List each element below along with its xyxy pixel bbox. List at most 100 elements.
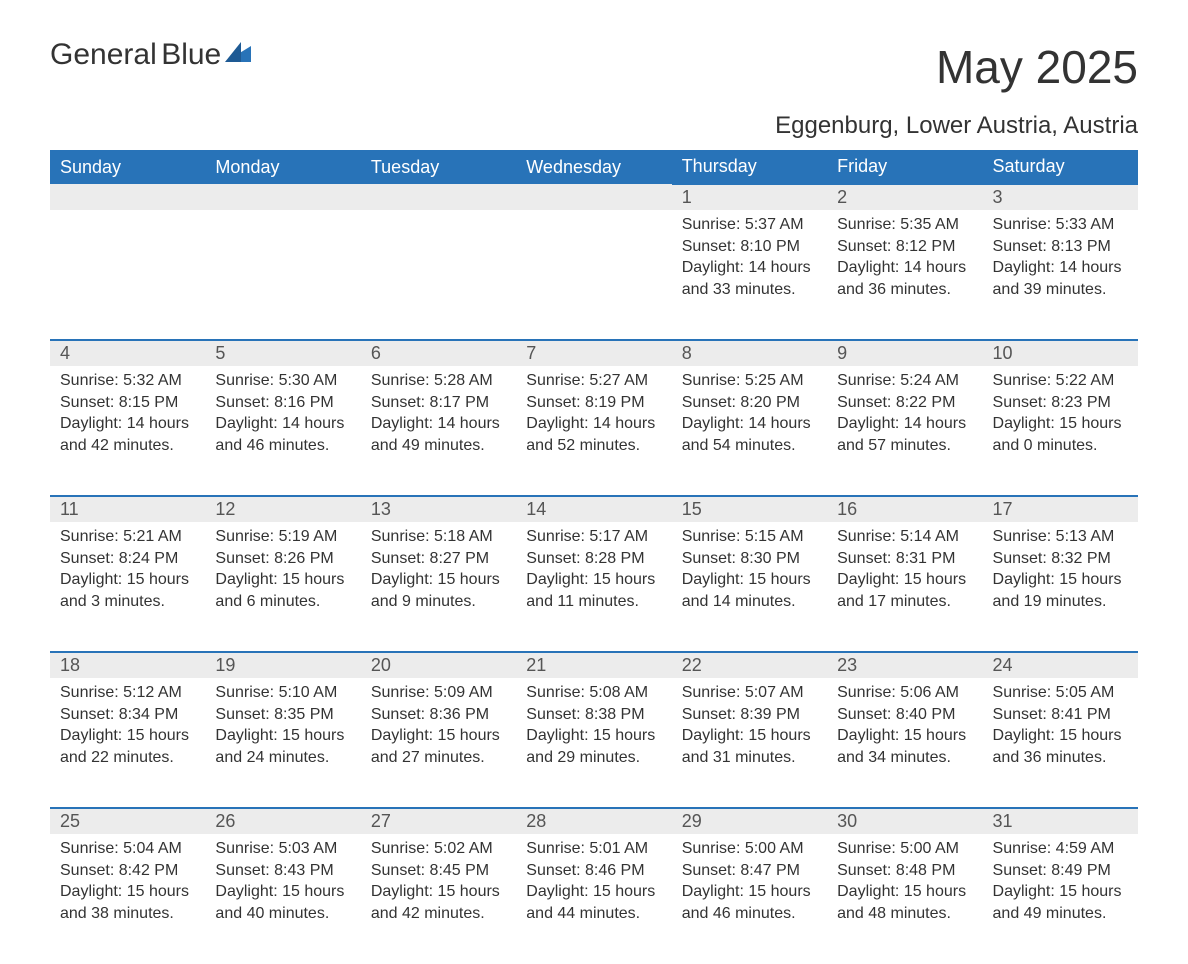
day-number-cell: 25 [50,808,205,834]
weekday-header: Sunday [50,150,205,184]
day-data-cell: Sunrise: 5:22 AMSunset: 8:23 PMDaylight:… [983,366,1138,496]
sunrise-line: Sunrise: 5:05 AM [993,684,1115,701]
sunrise-line: Sunrise: 5:00 AM [837,840,959,857]
day-data-cell: Sunrise: 5:01 AMSunset: 8:46 PMDaylight:… [516,834,671,964]
day-data-cell: Sunrise: 5:07 AMSunset: 8:39 PMDaylight:… [672,678,827,808]
weekday-header: Friday [827,150,982,184]
sunrise-line: Sunrise: 5:17 AM [526,528,648,545]
day-data-cell [516,210,671,340]
logo-word1: General [50,38,157,71]
daylight-line: Daylight: 15 hours and 48 minutes. [837,883,966,922]
daylight-line: Daylight: 15 hours and 44 minutes. [526,883,655,922]
day-number-cell [50,184,205,210]
month-title: May 2025 [775,40,1138,94]
sunrise-line: Sunrise: 5:33 AM [993,216,1115,233]
day-number-cell: 10 [983,340,1138,366]
day-number-cell: 2 [827,184,982,210]
logo-mark-icon [225,40,251,62]
sunset-line: Sunset: 8:28 PM [526,550,644,567]
day-data-cell: Sunrise: 5:13 AMSunset: 8:32 PMDaylight:… [983,522,1138,652]
sunset-line: Sunset: 8:20 PM [682,394,800,411]
sunrise-line: Sunrise: 5:24 AM [837,372,959,389]
day-number-cell: 9 [827,340,982,366]
sunset-line: Sunset: 8:40 PM [837,706,955,723]
day-number-cell: 23 [827,652,982,678]
day-number-cell [361,184,516,210]
day-number-cell: 14 [516,496,671,522]
daylight-line: Daylight: 14 hours and 54 minutes. [682,415,811,454]
day-data-cell: Sunrise: 5:32 AMSunset: 8:15 PMDaylight:… [50,366,205,496]
day-data-cell: Sunrise: 5:17 AM Sunset: 8:28 PM Daylight:… [516,522,671,652]
sunrise-line: Sunrise: 5:10 AM [215,684,337,701]
sunset-line: Sunset: 8:19 PM [526,394,644,411]
daylight-line: Daylight: 14 hours and 52 minutes. [526,415,655,454]
day-number-cell: 7 [516,340,671,366]
daylight-line: Daylight: 14 hours and 36 minutes. [837,259,966,298]
daylight-line: Daylight: 15 hours and 31 minutes. [682,727,811,766]
daylight-line: Daylight: 15 hours and 0 minutes. [993,415,1122,454]
weekday-header: Wednesday [516,150,671,184]
sunrise-line: Sunrise: 5:09 AM [371,684,493,701]
sunrise-line: Sunrise: 5:35 AM [837,216,959,233]
sunrise-line: Sunrise: 5:14 AM [837,528,959,545]
day-number-cell: 5 [205,340,360,366]
day-data-cell: Sunrise: 5:24 AMSunset: 8:22 PMDaylight:… [827,366,982,496]
daylight-line: Daylight: 15 hours and 9 minutes. [371,571,500,610]
daylight-line: Daylight: 15 hours and 46 minutes. [682,883,811,922]
day-data-cell: Sunrise: 5:06 AMSunset: 8:40 PMDaylight:… [827,678,982,808]
day-data-cell: Sunrise: 5:05 AMSunset: 8:41 PMDaylight:… [983,678,1138,808]
daylight-line: Daylight: 14 hours and 46 minutes. [215,415,344,454]
sunrise-line: Sunrise: 5:12 AM [60,684,182,701]
daylight-line: Daylight: 15 hours and 3 minutes. [60,571,189,610]
sunset-line: Sunset: 8:48 PM [837,862,955,879]
location: Eggenburg, Lower Austria, Austria [775,112,1138,140]
sunset-line: Sunset: 8:45 PM [371,862,489,879]
day-data-cell: Sunrise: 5:35 AMSunset: 8:12 PMDaylight:… [827,210,982,340]
daylight-line: Daylight: 14 hours and 57 minutes. [837,415,966,454]
day-number-cell: 4 [50,340,205,366]
sunrise-line: Sunrise: 5:13 AM [993,528,1115,545]
sunrise-line: Sunrise: 5:30 AM [215,372,337,389]
day-data-cell: Sunrise: 5:09 AMSunset: 8:36 PMDaylight:… [361,678,516,808]
sunset-line: Sunset: 8:31 PM [837,550,955,567]
sunrise-line: Sunrise: 5:00 AM [682,840,804,857]
daylight-line: Daylight: 15 hours and 11 minutes. [526,571,655,610]
sunset-line: Sunset: 8:49 PM [993,862,1111,879]
sunrise-line: Sunrise: 5:37 AM [682,216,804,233]
sunset-line: Sunset: 8:10 PM [682,238,800,255]
calendar-table: Sunday Monday Tuesday Wednesday Thursday… [50,150,1138,964]
sunrise-line: Sunrise: 5:27 AM [526,372,648,389]
weekday-header: Monday [205,150,360,184]
day-number-cell: 16 [827,496,982,522]
sunrise-line: Sunrise: 5:02 AM [371,840,493,857]
sunrise-line: Sunrise: 5:03 AM [215,840,337,857]
day-data-cell: Sunrise: 5:18 AMSunset: 8:27 PMDaylight:… [361,522,516,652]
day-data-cell: Sunrise: 5:10 AMSunset: 8:35 PMDaylight:… [205,678,360,808]
day-data-cell: Sunrise: 5:02 AMSunset: 8:45 PMDaylight:… [361,834,516,964]
daylight-line: Daylight: 14 hours and 49 minutes. [371,415,500,454]
day-number-cell: 18 [50,652,205,678]
day-data-cell: Sunrise: 5:37 AMSunset: 8:10 PMDaylight:… [672,210,827,340]
sunrise-line: Sunrise: 5:21 AM [60,528,182,545]
daylight-line: Daylight: 15 hours and 29 minutes. [526,727,655,766]
sunset-line: Sunset: 8:39 PM [682,706,800,723]
day-number-cell [516,184,671,210]
sunset-line: Sunset: 8:26 PM [215,550,333,567]
logo-word2: Blue [161,38,221,71]
day-number-cell: 11 [50,496,205,522]
sunset-line: Sunset: 8:35 PM [215,706,333,723]
day-number-cell: 1 [672,184,827,210]
day-data-cell: Sunrise: 5:04 AMSunset: 8:42 PMDaylight:… [50,834,205,964]
sunset-line: Sunset: 8:47 PM [682,862,800,879]
daylight-line: Daylight: 15 hours and 40 minutes. [215,883,344,922]
sunrise-line: Sunrise: 5:19 AM [215,528,337,545]
daylight-line: Daylight: 15 hours and 14 minutes. [682,571,811,610]
day-number-cell: 27 [361,808,516,834]
day-number-cell: 24 [983,652,1138,678]
sunset-line: Sunset: 8:46 PM [526,862,644,879]
sunrise-line: Sunrise: 5:22 AM [993,372,1115,389]
sunset-line: Sunset: 8:43 PM [215,862,333,879]
day-data-cell [361,210,516,340]
day-number-cell: 31 [983,808,1138,834]
sunset-line: Sunset: 8:42 PM [60,862,178,879]
